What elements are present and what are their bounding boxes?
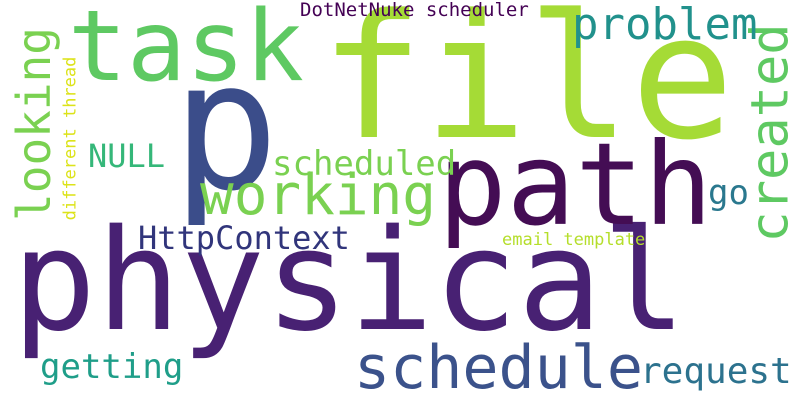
word-task: task xyxy=(68,0,305,104)
word-physical: physical xyxy=(12,200,687,363)
word-file: file xyxy=(320,0,735,178)
word-p: p xyxy=(172,23,280,230)
word-scheduled: scheduled xyxy=(272,144,457,184)
word-different-thread: different thread xyxy=(60,56,81,221)
word-httpcontext: HttpContext xyxy=(138,219,350,257)
word-null: NULL xyxy=(88,137,166,175)
word-schedule: schedule xyxy=(354,333,643,400)
word-looking: looking xyxy=(6,27,61,221)
word-go: go xyxy=(708,173,749,213)
word-getting: getting xyxy=(40,347,184,387)
word-problem: problem xyxy=(572,0,758,50)
word-request: request xyxy=(640,351,792,392)
word-path: path xyxy=(438,118,713,251)
word-email-template: email template xyxy=(502,230,646,250)
word-dotnetnuke-scheduler: DotNetNuke scheduler xyxy=(300,0,529,21)
word-working: working xyxy=(200,163,437,228)
word-created: created xyxy=(740,23,800,243)
